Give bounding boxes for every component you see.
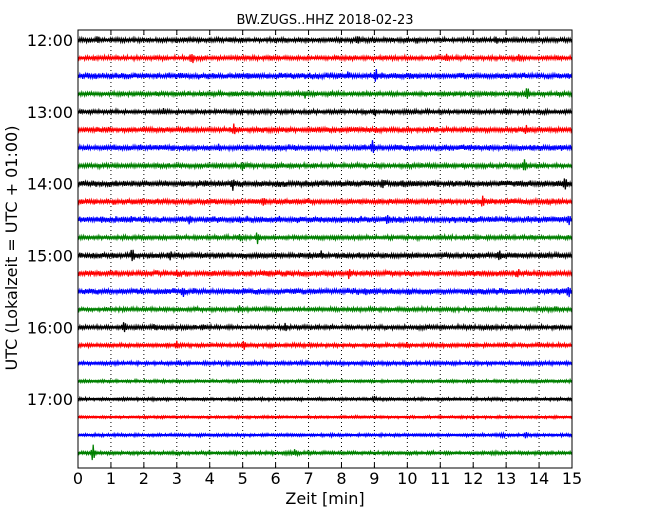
x-tick-label: 9: [369, 469, 379, 488]
x-tick-label: 8: [336, 469, 346, 488]
x-tick-label: 14: [529, 469, 549, 488]
x-tick-label: 5: [238, 469, 248, 488]
y-axis-label: UTC (Lokalzeit = UTC + 01:00): [2, 126, 21, 371]
y-tick-label: 14:00: [27, 175, 73, 194]
x-tick-label: 1: [106, 469, 116, 488]
y-tick-label: 13:00: [27, 103, 73, 122]
y-axis: 12:00 13:00 14:00 15:00 16:00 17:00: [27, 31, 83, 409]
trace-line: [77, 140, 573, 153]
plot-frame: [77, 29, 573, 469]
x-tick-label: 11: [430, 469, 450, 488]
x-tick-label: 0: [73, 469, 83, 488]
y-tick-label: 17:00: [27, 390, 73, 409]
x-tick-label: 12: [463, 469, 483, 488]
y-tick-label: 15:00: [27, 246, 73, 265]
x-tick-label: 15: [562, 469, 582, 488]
x-tick-label: 4: [205, 469, 215, 488]
x-tick-label: 3: [172, 469, 182, 488]
x-axis: 0 1 2 3 4 5 6 7 8 9 10 11 12 13 14 15: [73, 30, 582, 488]
x-tick-label: 2: [139, 469, 149, 488]
y-tick-label: 16:00: [27, 318, 73, 337]
x-axis-label: Zeit [min]: [285, 489, 364, 508]
traces-group: [77, 35, 573, 461]
x-tick-label: 13: [496, 469, 516, 488]
chart-title: BW.ZUGS..HHZ 2018-02-23: [236, 13, 413, 28]
x-tick-label: 10: [397, 469, 417, 488]
y-tick-label: 12:00: [27, 31, 73, 50]
x-tick-label: 6: [271, 469, 281, 488]
x-tick-label: 7: [303, 469, 313, 488]
